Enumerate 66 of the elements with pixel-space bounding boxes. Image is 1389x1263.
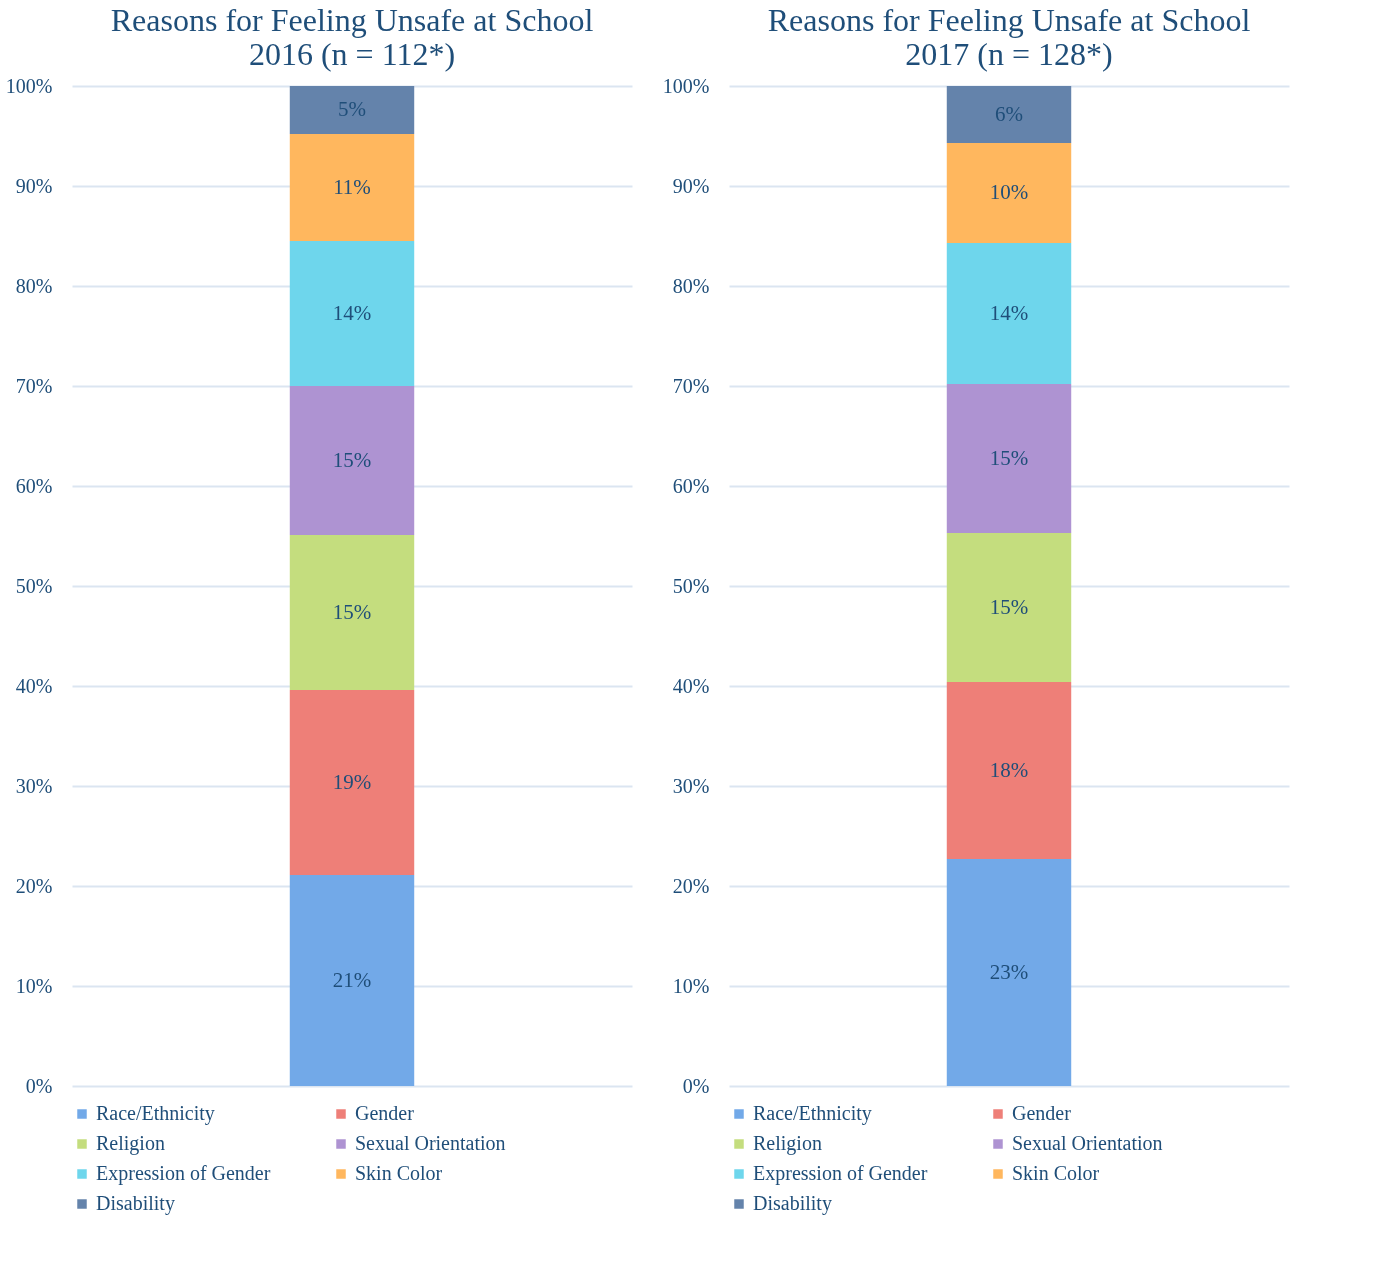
- y-tick-label: 80%: [672, 274, 710, 297]
- legend-label: Sexual Orientation: [1012, 1132, 1163, 1154]
- y-tick-label: 40%: [15, 674, 53, 697]
- bar: [289, 690, 415, 875]
- legend-label: Race/Ethnicity: [753, 1102, 872, 1125]
- data-label: 21%: [332, 967, 372, 992]
- y-tick-label: 0%: [25, 1074, 53, 1097]
- bar: [289, 875, 415, 1086]
- data-label: 15%: [332, 599, 372, 624]
- text: Reasons for Feeling Unsafe at School: [767, 2, 1251, 38]
- y-tick-label: 20%: [672, 874, 710, 897]
- bar: [946, 533, 1072, 682]
- bar: [289, 535, 415, 690]
- legend-label: Gender: [355, 1102, 415, 1124]
- legend-label: Disability: [96, 1192, 175, 1215]
- legend-label: Race/Ethnicity: [96, 1102, 215, 1125]
- data-label: 11%: [333, 174, 371, 199]
- bar: [946, 86, 1072, 143]
- data-label: 14%: [332, 300, 372, 325]
- y-tick-label: 70%: [672, 374, 710, 397]
- bar: [289, 241, 415, 386]
- y-tick-label: 0%: [682, 1074, 710, 1097]
- y-tick-label: 80%: [15, 274, 53, 297]
- y-tick-label: 90%: [15, 174, 53, 197]
- data-label: 15%: [332, 447, 372, 472]
- y-tick-label: 50%: [672, 574, 710, 597]
- y-tick-label: 70%: [15, 374, 53, 397]
- data-label: 18%: [989, 757, 1029, 782]
- y-tick-label: 60%: [672, 474, 710, 497]
- bar: [289, 386, 415, 535]
- bar: [946, 243, 1072, 384]
- data-label: 6%: [995, 101, 1023, 126]
- y-tick-label: 30%: [672, 774, 710, 797]
- y-tick-label: 90%: [672, 174, 710, 197]
- legend-label: Sexual Orientation: [355, 1132, 506, 1154]
- data-label: 5%: [338, 97, 366, 121]
- data-label: 19%: [332, 769, 372, 794]
- text: Reasons for Feeling Unsafe at School: [110, 2, 594, 38]
- data-label: 10%: [989, 180, 1029, 204]
- legend-label: Skin Color: [355, 1162, 443, 1184]
- legend-label: Religion: [96, 1132, 165, 1155]
- legend-label: Gender: [1012, 1102, 1072, 1124]
- legend-label: Disability: [753, 1192, 832, 1215]
- bar: [946, 682, 1072, 859]
- bar: [946, 384, 1072, 533]
- legend-label: Skin Color: [1012, 1162, 1100, 1184]
- data-label: 23%: [989, 959, 1029, 984]
- bar: [289, 86, 415, 134]
- y-tick-label: 50%: [15, 574, 53, 597]
- data-label: 15%: [989, 594, 1029, 619]
- bar: [946, 859, 1072, 1086]
- bar: [946, 143, 1072, 243]
- y-tick-label: 40%: [672, 674, 710, 697]
- legend-label: Expression of Gender: [96, 1162, 271, 1185]
- y-tick-label: 20%: [15, 874, 53, 897]
- legend-label: Expression of Gender: [753, 1162, 928, 1185]
- y-tick-label: 10%: [672, 974, 710, 997]
- data-label: 15%: [989, 445, 1029, 470]
- y-tick-label: 100%: [5, 74, 53, 97]
- y-tick-label: 30%: [15, 774, 53, 797]
- legend-label: Religion: [753, 1132, 822, 1155]
- y-tick-label: 100%: [662, 74, 710, 97]
- data-label: 14%: [989, 300, 1029, 325]
- y-tick-label: 60%: [15, 474, 53, 497]
- y-tick-label: 10%: [15, 974, 53, 997]
- bar: [289, 134, 415, 241]
